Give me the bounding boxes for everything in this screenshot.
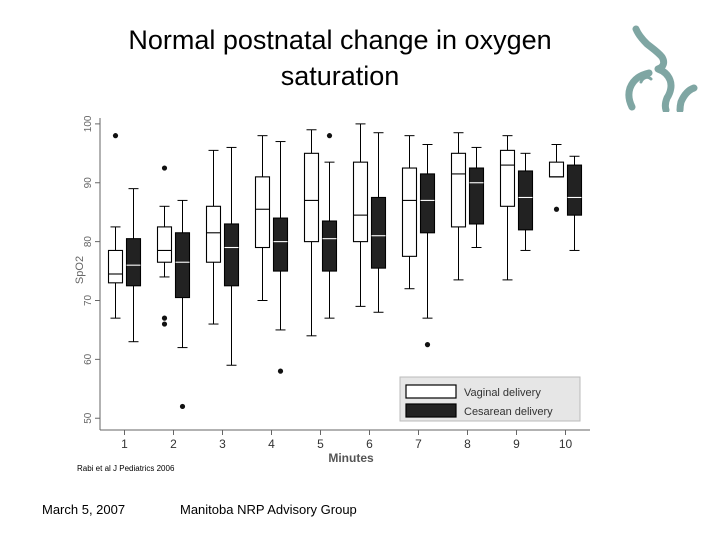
outlier-point: [553, 206, 560, 212]
legend-label-cesarean: Cesarean delivery: [464, 406, 553, 418]
legend: Vaginal delivery Cesarean delivery: [399, 376, 581, 422]
x-tick-label: 3: [219, 437, 226, 451]
box-vaginal-10: [548, 143, 565, 212]
y-tick-label: 100: [83, 115, 94, 132]
box-iqr: [450, 152, 467, 228]
box-cesarean-1: [125, 188, 142, 343]
legend-swatch-vaginal: [405, 384, 457, 399]
x-tick-label: 2: [170, 437, 177, 451]
box-iqr: [205, 205, 222, 263]
outlier-point: [112, 133, 119, 139]
box-iqr: [499, 149, 516, 207]
plot-area: 50 60 70 80 90 100 1 2 3 4 5 6 7 8 9 10: [83, 115, 590, 451]
box-iqr: [468, 167, 485, 225]
box-iqr: [352, 161, 369, 243]
legend-swatch-cesarean: [405, 403, 457, 418]
box-iqr: [174, 232, 191, 299]
footer-date: March 5, 2007: [42, 502, 126, 517]
x-tick-label: 4: [268, 437, 275, 451]
x-tick-label: 7: [415, 437, 422, 451]
box-iqr: [419, 173, 436, 234]
box-iqr: [303, 152, 320, 243]
box-vaginal-3: [205, 149, 222, 325]
x-tick-label: 6: [366, 437, 373, 451]
box-cesarean-3: [223, 146, 240, 366]
y-tick-label: 80: [83, 236, 94, 248]
outlier-point: [424, 342, 431, 348]
outlier-point: [161, 315, 168, 321]
box-vaginal-5: [303, 129, 320, 337]
box-iqr: [401, 167, 418, 257]
mother-child-profile-icon: [625, 25, 698, 112]
box-cesarean-4: [272, 141, 289, 374]
box-cesarean-2: [174, 199, 191, 410]
box-iqr: [548, 161, 565, 178]
citation: Rabi et al J Pediatrics 2006: [77, 464, 175, 473]
outlier-point: [277, 368, 284, 374]
y-axis-label: SpO2: [74, 256, 86, 284]
outlier-point: [326, 133, 333, 139]
box-iqr: [156, 226, 173, 263]
box-iqr: [125, 238, 142, 287]
box-vaginal-7: [401, 135, 418, 290]
legend-label-vaginal: Vaginal delivery: [464, 387, 541, 399]
box-cesarean-7: [419, 143, 436, 348]
box-iqr: [566, 164, 583, 216]
x-tick-label: 10: [559, 437, 573, 451]
footer-org: Manitoba NRP Advisory Group: [180, 502, 357, 517]
y-tick-label: 70: [83, 294, 94, 306]
slide-title: Normal postnatal change in oxygen satura…: [60, 22, 620, 94]
box-cesarean-9: [517, 152, 534, 251]
y-tick-label: 90: [83, 177, 94, 189]
x-tick-label: 1: [121, 437, 128, 451]
box-vaginal-4: [254, 135, 271, 301]
box-vaginal-1: [107, 133, 124, 319]
x-tick-label: 8: [464, 437, 471, 451]
box-cesarean-6: [370, 132, 387, 313]
box-iqr: [370, 196, 387, 269]
box-vaginal-2: [156, 165, 173, 327]
box-cesarean-8: [468, 146, 485, 249]
outlier-point: [161, 321, 168, 327]
x-axis-label: Minutes: [328, 451, 374, 465]
box-vaginal-9: [499, 135, 516, 281]
box-iqr: [517, 170, 534, 231]
box-iqr: [254, 176, 271, 249]
x-tick-label: 9: [513, 437, 520, 451]
box-iqr: [223, 223, 240, 287]
box-iqr: [107, 249, 124, 284]
slide-title-line2: saturation: [280, 61, 400, 91]
slide-title-line1: Normal postnatal change in oxygen: [128, 25, 552, 55]
box-vaginal-8: [450, 132, 467, 281]
box-cesarean-10: [566, 155, 583, 251]
y-tick-label: 50: [83, 412, 94, 424]
boxplot-chart: 50 60 70 80 90 100 1 2 3 4 5 6 7 8 9 10 SpO2 Minutes Va…: [74, 115, 590, 465]
y-tick-label: 60: [83, 353, 94, 365]
outlier-point: [179, 403, 186, 410]
box-cesarean-5: [321, 133, 338, 319]
box-vaginal-6: [352, 123, 369, 307]
x-tick-label: 5: [317, 437, 324, 451]
outlier-point: [161, 165, 168, 171]
box-iqr: [272, 217, 289, 272]
box-iqr: [321, 220, 338, 272]
